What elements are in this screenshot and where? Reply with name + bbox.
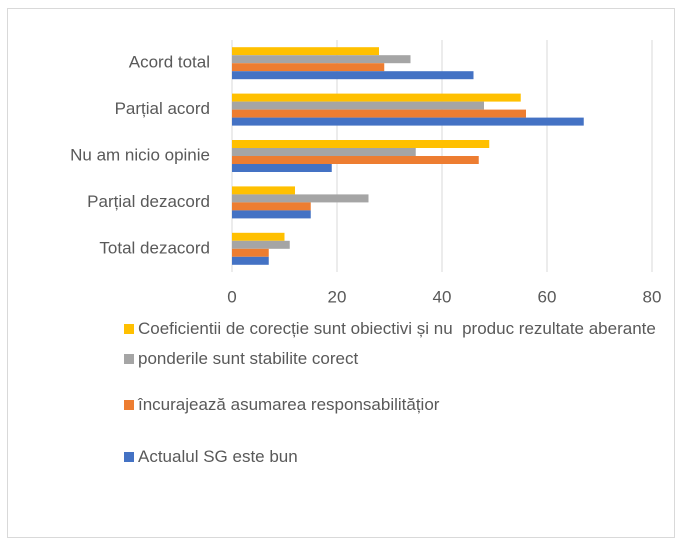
bar <box>232 93 521 102</box>
bar <box>232 47 379 56</box>
legend-item: încurajează asumarea responsabilitățior <box>124 392 664 418</box>
x-tick-label: 60 <box>538 287 557 306</box>
legend-label: Coeficientii de corecție sunt obiectivi … <box>138 319 656 338</box>
bar <box>232 140 490 148</box>
x-tick-label: 20 <box>328 287 347 306</box>
x-tick-label: 0 <box>227 287 236 306</box>
x-tick-label: 80 <box>643 287 662 306</box>
x-tick-label: 40 <box>433 287 452 306</box>
y-tick-label: Parțial dezacord <box>87 192 210 211</box>
bar <box>232 194 369 203</box>
legend-label: ponderile sunt stabilite corect <box>138 349 359 368</box>
y-tick-label: Total dezacord <box>99 238 210 257</box>
legend-item: Coeficientii de corecție sunt obiectivi … <box>124 316 664 342</box>
legend-item: ponderile sunt stabilite corect <box>124 346 664 372</box>
bar <box>232 117 584 126</box>
bar <box>232 55 411 64</box>
legend-swatch <box>124 354 134 364</box>
bar <box>232 71 474 80</box>
y-tick-label: Acord total <box>129 53 210 72</box>
bar <box>232 148 416 156</box>
bar <box>232 164 332 172</box>
bar <box>232 109 526 118</box>
bar <box>232 186 295 195</box>
bar <box>232 240 290 249</box>
legend-swatch <box>124 400 134 410</box>
bar <box>232 63 385 72</box>
legend-label: încurajează asumarea responsabilitățior <box>138 395 440 414</box>
bar <box>232 210 311 219</box>
bar <box>232 256 269 265</box>
legend: Coeficientii de corecție sunt obiectivi … <box>124 316 664 470</box>
bar <box>232 248 269 257</box>
y-tick-label: Parțial acord <box>115 99 210 118</box>
legend-label: Actualul SG este bun <box>138 447 298 466</box>
legend-swatch <box>124 324 134 334</box>
y-tick-label: Nu am nicio opinie <box>70 145 210 164</box>
bar <box>232 202 311 211</box>
bar <box>232 232 285 241</box>
chart-frame <box>7 8 675 538</box>
legend-swatch <box>124 452 134 462</box>
legend-item: Actualul SG este bun <box>124 444 664 470</box>
bar <box>232 156 479 164</box>
bar <box>232 101 484 110</box>
